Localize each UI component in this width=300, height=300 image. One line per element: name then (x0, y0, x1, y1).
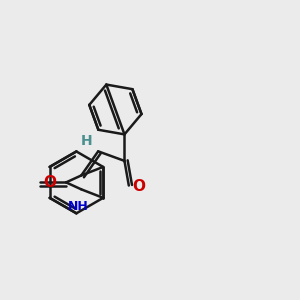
Text: H: H (81, 134, 93, 148)
Text: O: O (43, 175, 56, 190)
Text: NH: NH (68, 200, 89, 213)
Text: O: O (132, 179, 145, 194)
